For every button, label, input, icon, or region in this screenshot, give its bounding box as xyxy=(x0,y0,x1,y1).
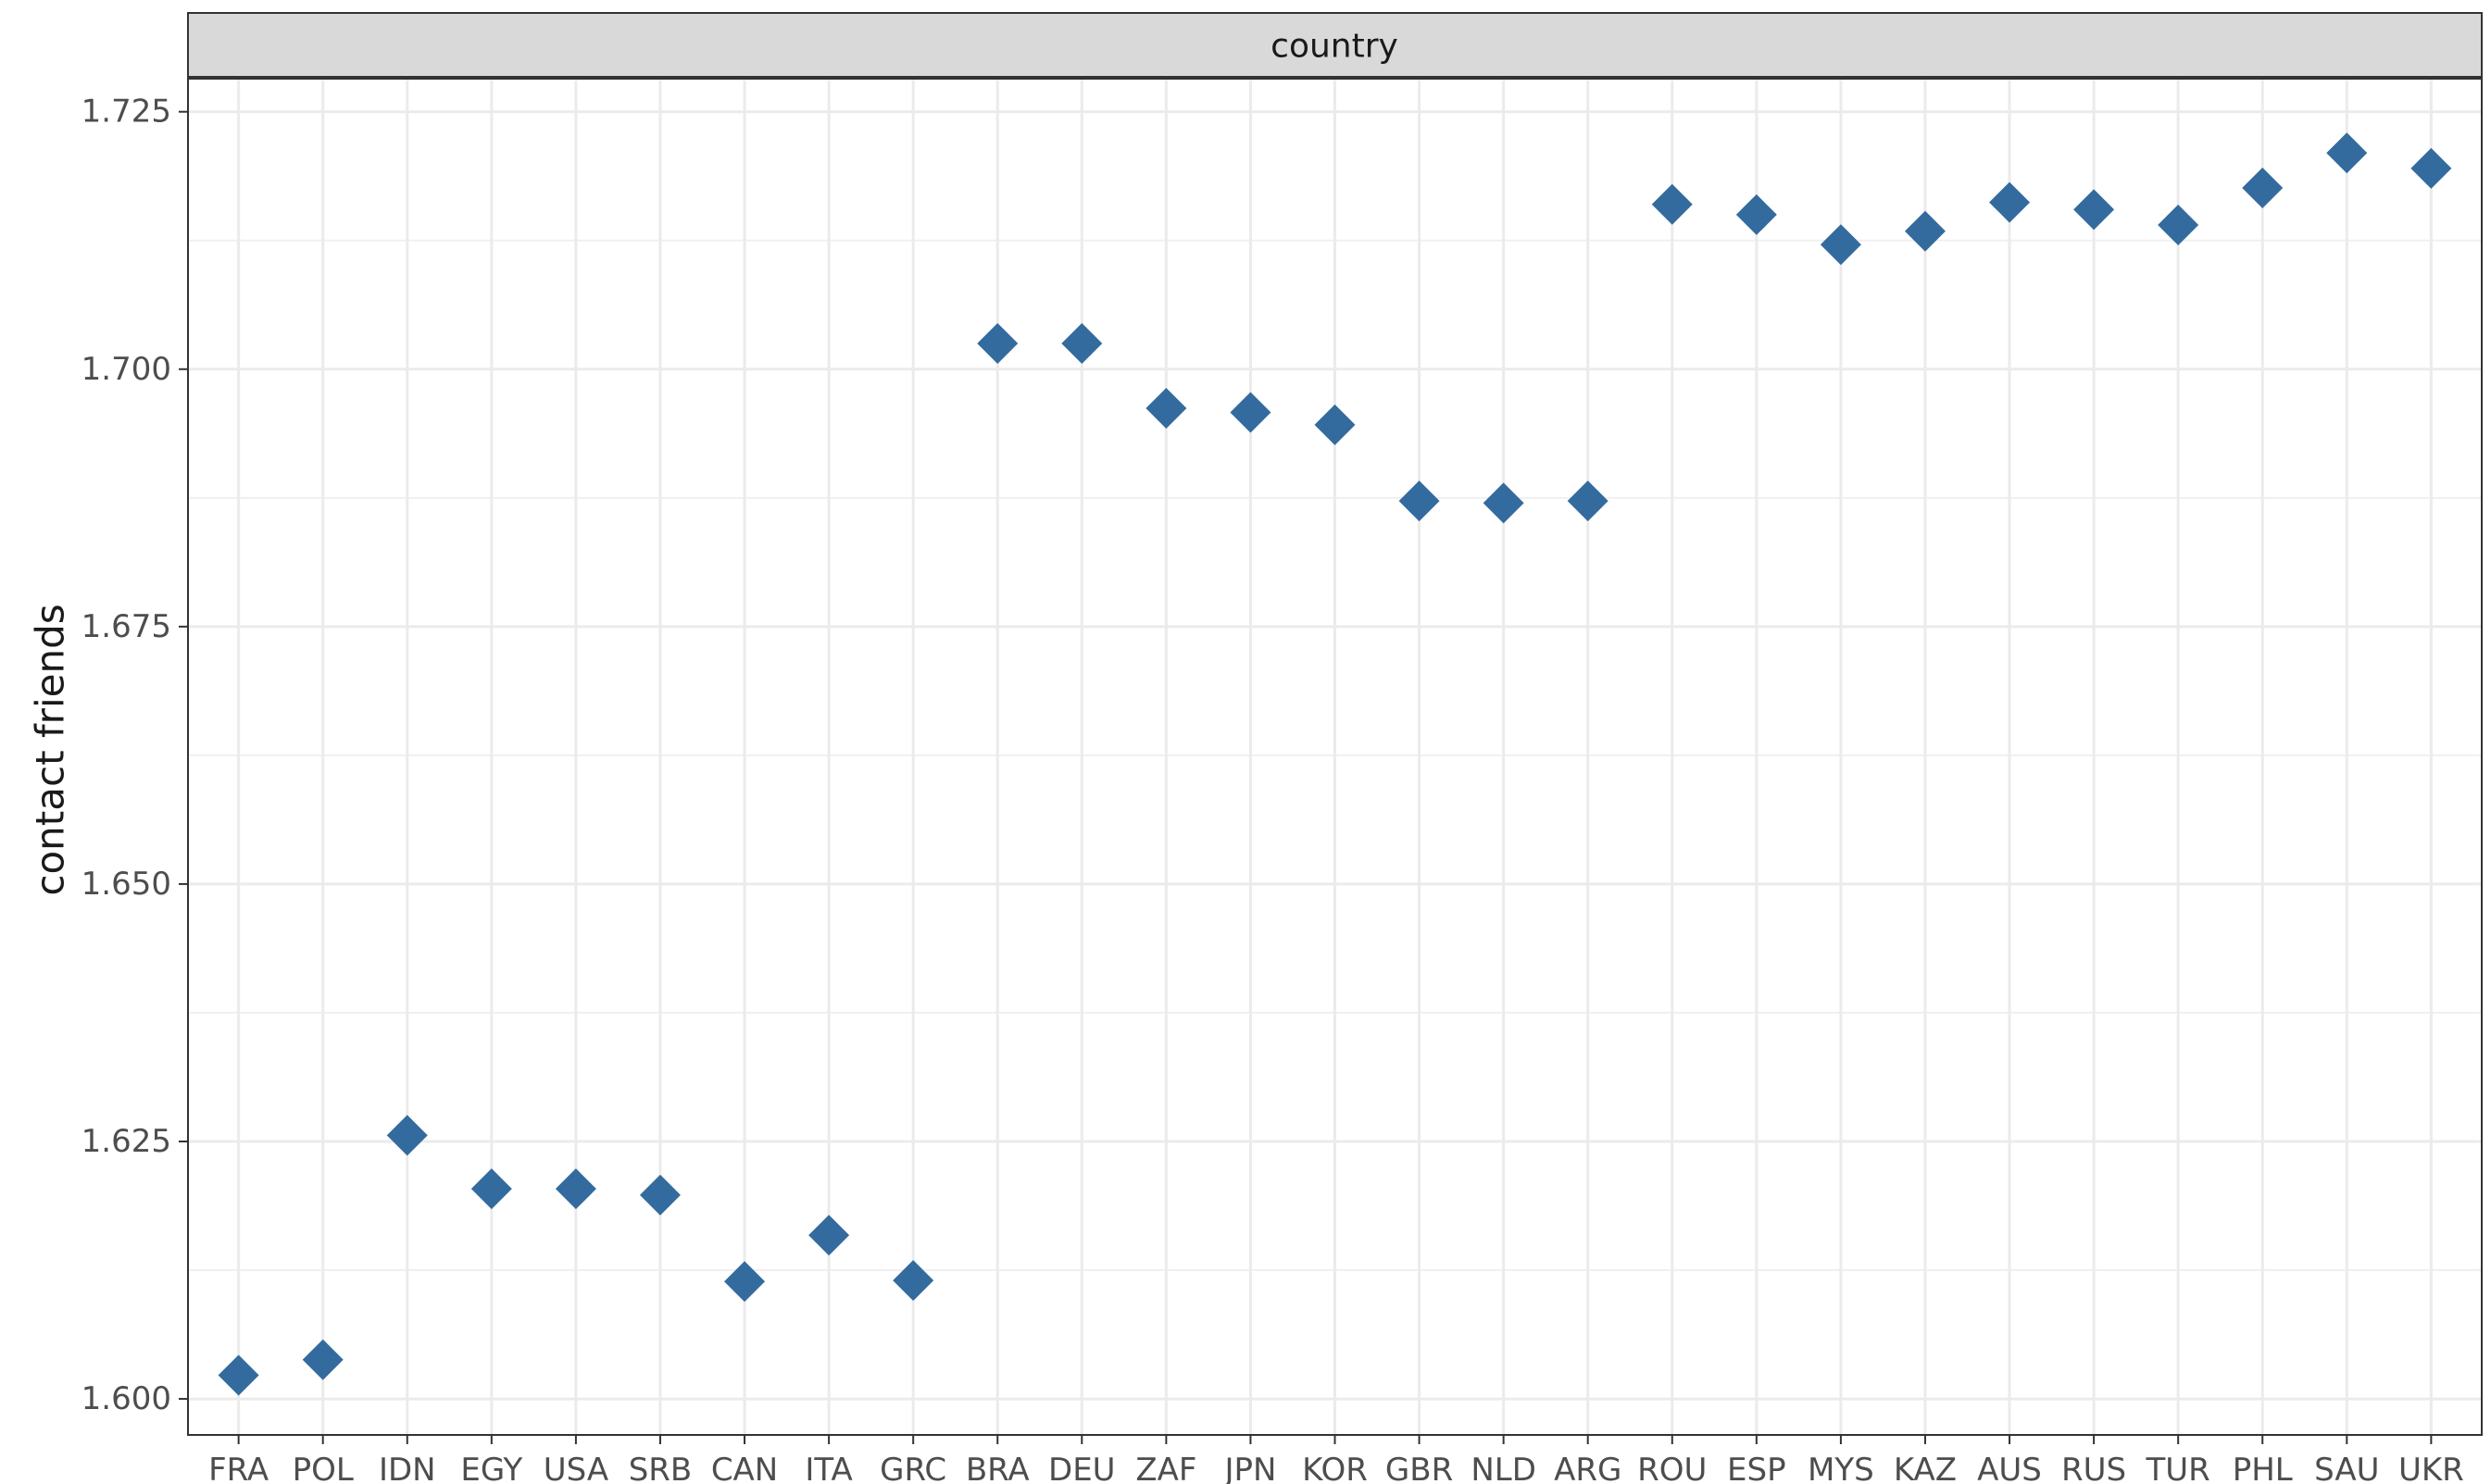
x-tick-label: JPN xyxy=(1222,1452,1276,1484)
data-point-fra xyxy=(218,1354,259,1396)
x-tick-label: UKR xyxy=(2398,1452,2464,1484)
data-point-aus xyxy=(1989,181,2031,223)
x-tick-label: DEU xyxy=(1048,1452,1116,1484)
x-tick-label: ROU xyxy=(1637,1452,1707,1484)
x-tick-label: SRB xyxy=(629,1452,693,1484)
data-point-ukr xyxy=(2410,147,2452,189)
x-tick-label: KOR xyxy=(1302,1452,1368,1484)
data-point-sau xyxy=(2326,132,2368,174)
facet-strip-label: country xyxy=(1271,28,1398,66)
data-point-deu xyxy=(1061,322,1103,364)
x-tick-label: KAZ xyxy=(1894,1452,1957,1484)
y-tick-label: 1.700 xyxy=(81,351,171,388)
data-point-srb xyxy=(639,1174,681,1216)
x-tick-label: MYS xyxy=(1808,1452,1874,1484)
y-axis: 1.600 1.625 1.650 1.675 1.700 1.725 xyxy=(81,94,188,1417)
x-tick-label: GRC xyxy=(880,1452,946,1484)
x-tick-label: SAU xyxy=(2314,1452,2379,1484)
y-tick-label: 1.625 xyxy=(81,1123,171,1160)
y-tick-label: 1.650 xyxy=(81,866,171,903)
data-point-usa xyxy=(555,1168,596,1210)
data-point-rus xyxy=(2073,189,2115,231)
facet-strip xyxy=(187,12,2483,79)
x-tick-label: ITA xyxy=(805,1452,852,1484)
data-point-tur xyxy=(2158,205,2199,246)
x-tick-label: NLD xyxy=(1471,1452,1536,1484)
y-tick-label: 1.725 xyxy=(81,94,171,131)
data-point-jpn xyxy=(1230,392,1271,433)
data-point-can xyxy=(724,1261,766,1303)
data-point-kor xyxy=(1314,404,1356,445)
x-tick-label: AUS xyxy=(1977,1452,2042,1484)
data-point-phl xyxy=(2242,168,2284,209)
data-point-esp xyxy=(1735,193,1777,235)
x-tick-label: GBR xyxy=(1385,1452,1453,1484)
y-tick-label: 1.600 xyxy=(81,1380,171,1417)
data-point-grc xyxy=(893,1260,934,1302)
x-tick-label: IDN xyxy=(379,1452,436,1484)
data-point-arg xyxy=(1567,480,1609,522)
x-tick-label: USA xyxy=(544,1452,608,1484)
x-tick-label: ARG xyxy=(1554,1452,1621,1484)
data-point-egy xyxy=(470,1168,512,1210)
x-tick-label: RUS xyxy=(2061,1452,2126,1484)
x-tick-label: PHL xyxy=(2233,1452,2293,1484)
data-point-pol xyxy=(302,1339,344,1380)
data-point-nld xyxy=(1483,482,1524,524)
x-axis: FRA POL IDN EGY USA SRB CAN ITA GRC BRA DEU ZAF JPN K… xyxy=(208,1435,2464,1484)
data-point-gbr xyxy=(1398,480,1440,522)
data-point-kaz xyxy=(1904,210,1946,252)
y-tick-label: 1.675 xyxy=(81,608,171,645)
x-tick-label: ZAF xyxy=(1135,1452,1196,1484)
data-points xyxy=(218,132,2452,1396)
x-tick-label: BRA xyxy=(966,1452,1030,1484)
data-point-mys xyxy=(1820,224,1861,266)
data-point-ita xyxy=(808,1215,850,1256)
data-point-rou xyxy=(1651,183,1693,225)
data-point-idn xyxy=(386,1115,428,1156)
data-point-bra xyxy=(977,322,1019,364)
x-tick-label: EGY xyxy=(460,1452,522,1484)
x-tick-label: CAN xyxy=(711,1452,778,1484)
y-axis-title: contact friends xyxy=(28,604,73,895)
data-point-zaf xyxy=(1145,388,1187,430)
x-tick-label: POL xyxy=(293,1452,354,1484)
x-tick-label: TUR xyxy=(2146,1452,2210,1484)
x-tick-label: ESP xyxy=(1727,1452,1786,1484)
x-tick-label: FRA xyxy=(208,1452,269,1484)
